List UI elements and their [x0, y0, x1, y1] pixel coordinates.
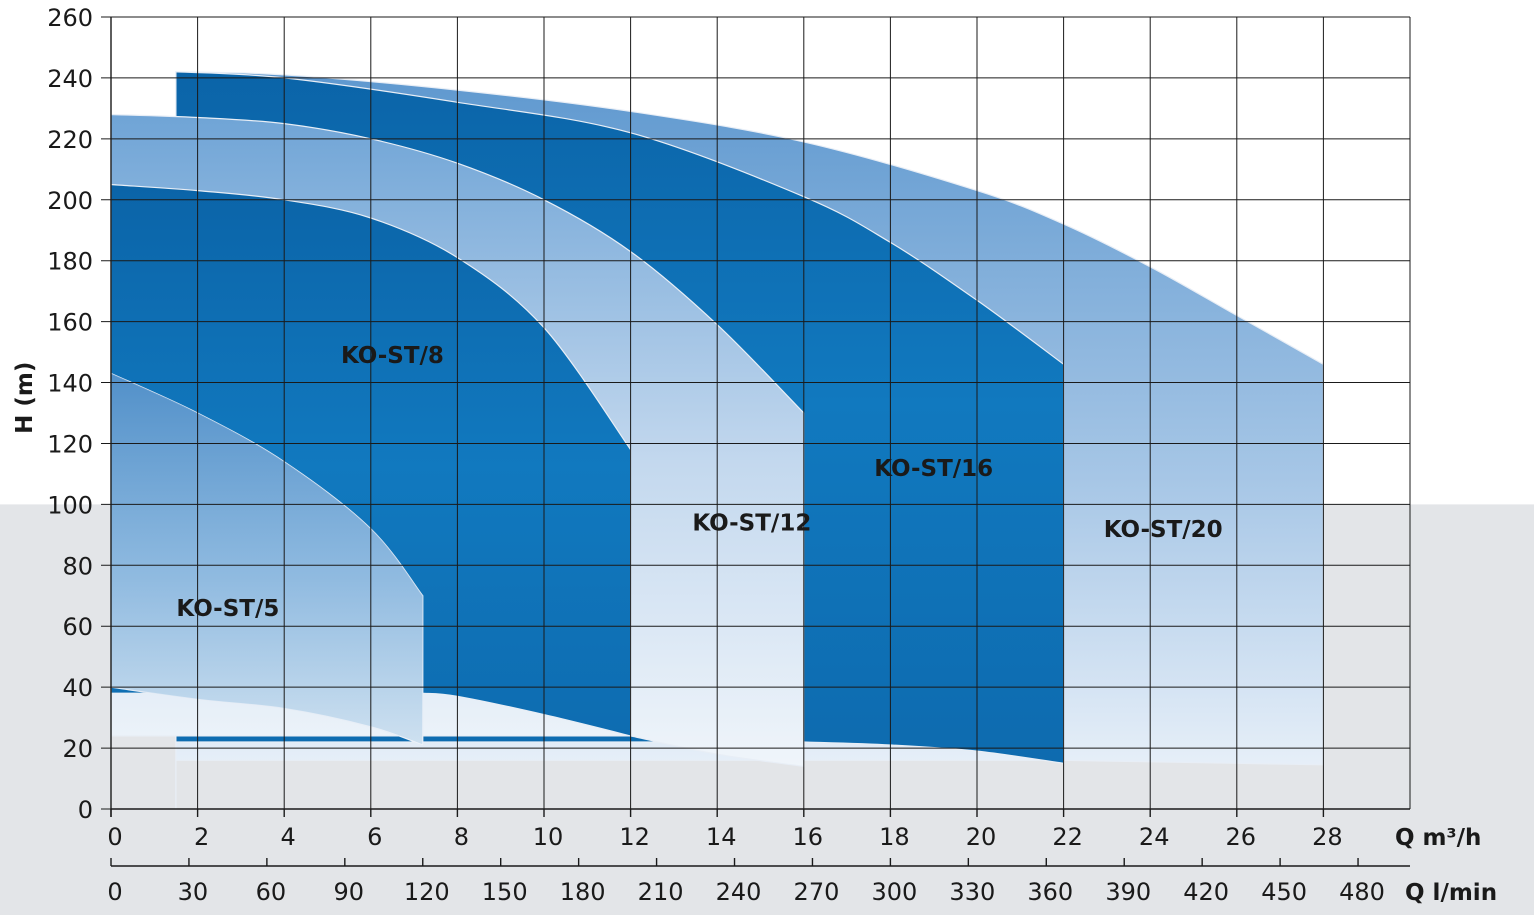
- series-labels: KO-ST/20 KO-ST/16 KO-ST/12 KO-ST/8 KO-ST/5: [176, 343, 1222, 622]
- x2-tick-label: 240: [716, 878, 762, 906]
- y-tick-label: 80: [62, 552, 93, 580]
- x2-tick-label: 30: [178, 878, 209, 906]
- x-tick-label: 16: [793, 823, 824, 851]
- y-tick-label: 60: [62, 613, 93, 641]
- y-tick-label: 200: [47, 187, 93, 215]
- x-tick-label: 24: [1139, 823, 1170, 851]
- x2-tick-label: 120: [404, 878, 450, 906]
- x2-tick-label: 210: [638, 878, 684, 906]
- x-tick-label: 0: [107, 823, 122, 851]
- x-tick-label: 28: [1312, 823, 1343, 851]
- x-tick-label: 8: [454, 823, 469, 851]
- x2-tick-label: 0: [107, 878, 122, 906]
- y-axis-label: H (m): [12, 362, 38, 434]
- x-tick-label: 14: [706, 823, 737, 851]
- series-label-ko-st-5: KO-ST/5: [176, 596, 279, 622]
- x2-tick-label: 450: [1261, 878, 1307, 906]
- x-tick-label: 12: [619, 823, 650, 851]
- x-tick-label: 20: [966, 823, 997, 851]
- y-tick-label: 100: [47, 491, 93, 519]
- x2-tick-label: 360: [1027, 878, 1073, 906]
- series-label-ko-st-8: KO-ST/8: [341, 343, 444, 369]
- x-tick-label: 2: [194, 823, 209, 851]
- x-tick-label: 10: [533, 823, 564, 851]
- x-unit-primary: Q m³/h: [1395, 825, 1481, 851]
- y-tick-label: 20: [62, 735, 93, 763]
- y-tick-label: 160: [47, 309, 93, 337]
- x2-tick-label: 300: [871, 878, 917, 906]
- x2-tick-label: 90: [334, 878, 365, 906]
- x-tick-label: 22: [1052, 823, 1083, 851]
- x-tick-label: 4: [281, 823, 296, 851]
- y-tick-label: 40: [62, 674, 93, 702]
- x-tick-label: 18: [879, 823, 910, 851]
- y-tick-label: 0: [78, 796, 93, 824]
- x2-tick-label: 420: [1183, 878, 1229, 906]
- series-label-ko-st-16: KO-ST/16: [874, 456, 993, 482]
- y-tick-label: 140: [47, 370, 93, 398]
- x2-tick-label: 180: [560, 878, 606, 906]
- y-tick-label: 260: [47, 4, 93, 32]
- x2-tick-label: 60: [256, 878, 287, 906]
- x2-tick-label: 480: [1339, 878, 1385, 906]
- series-label-ko-st-20: KO-ST/20: [1104, 517, 1223, 543]
- area-ko-st-5-shade: [111, 373, 423, 745]
- y-tick-label: 240: [47, 65, 93, 93]
- series-label-ko-st-12: KO-ST/12: [692, 511, 811, 537]
- x2-tick-label: 270: [794, 878, 840, 906]
- x2-tick-label: 150: [482, 878, 528, 906]
- y-tick-label: 180: [47, 248, 93, 276]
- y-tick-label: 220: [47, 126, 93, 154]
- x-tick-label: 6: [367, 823, 382, 851]
- x-unit-secondary: Q l/min: [1405, 880, 1497, 906]
- x2-tick-label: 390: [1105, 878, 1151, 906]
- x-tick-label: 26: [1226, 823, 1257, 851]
- y-tick-label: 120: [47, 430, 93, 458]
- x2-tick-label: 330: [949, 878, 995, 906]
